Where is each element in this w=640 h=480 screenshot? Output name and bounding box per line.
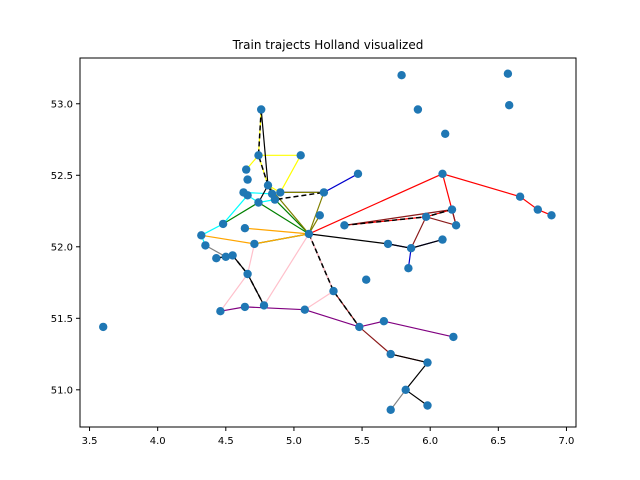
station-point-42 (413, 105, 423, 114)
station-point-33 (362, 275, 371, 284)
y-tick-label-4: 53.0 (51, 99, 73, 110)
station-point-23 (276, 188, 285, 197)
station-point-47 (441, 129, 450, 138)
station-point-50 (451, 221, 461, 230)
station-point-56 (547, 211, 556, 220)
station-point-24 (296, 151, 305, 160)
route-line-24 (216, 254, 265, 306)
y-axis: 51.0 51.5 52.0 52.5 53.0 (51, 99, 80, 396)
station-point-14 (240, 302, 250, 312)
station-point-44 (423, 401, 432, 410)
station-point-7 (218, 219, 228, 229)
station-point-2 (201, 241, 210, 250)
route-line-17 (308, 233, 443, 249)
x-tick-label-5: 6.0 (422, 436, 438, 447)
y-tick-label-3: 52.5 (51, 171, 73, 182)
station-point-48 (438, 235, 447, 244)
x-tick-label-1: 4.0 (150, 436, 166, 447)
x-axis: 3.5 4.0 4.5 5.0 5.5 6.0 6.5 7.0 (82, 427, 575, 447)
station-point-45 (423, 358, 432, 367)
station-point-46 (438, 169, 447, 178)
x-tick-label-4: 5.5 (354, 436, 370, 447)
route-line-10 (201, 227, 310, 245)
station-point-55 (533, 205, 542, 214)
y-tick-label-1: 51.5 (51, 314, 73, 325)
station-point-32 (355, 322, 364, 332)
station-point-53 (505, 101, 514, 110)
route-line-14 (308, 233, 428, 364)
routes-layer (200, 109, 552, 411)
y-tick-label-0: 51.0 (51, 385, 73, 396)
station-point-26 (300, 305, 309, 314)
x-tick-label-0: 3.5 (82, 436, 98, 447)
station-point-35 (383, 239, 393, 249)
plot-frame (79, 57, 577, 428)
station-point-4 (216, 307, 225, 316)
station-point-30 (340, 221, 349, 230)
points-layer (99, 69, 556, 414)
station-point-20 (263, 181, 273, 190)
route-line-23 (263, 232, 335, 311)
station-point-15 (250, 239, 259, 249)
station-point-51 (449, 332, 458, 342)
route-line-13 (344, 208, 457, 249)
route-line-1 (257, 109, 262, 156)
route-line-19 (304, 309, 454, 338)
station-point-36 (386, 349, 395, 359)
station-point-19 (254, 198, 263, 207)
dashed-route-line-3 (216, 254, 265, 306)
route-line-0 (245, 154, 302, 194)
station-point-0 (99, 322, 108, 332)
x-tick-label-7: 7.0 (559, 436, 575, 447)
station-point-16 (254, 151, 263, 160)
station-point-22 (270, 195, 280, 204)
station-point-27 (319, 188, 329, 197)
route-line-18 (390, 353, 429, 406)
route-line-7 (274, 199, 310, 235)
station-point-52 (503, 69, 513, 78)
x-tick-label-6: 6.5 (490, 436, 506, 447)
station-point-31 (353, 169, 363, 178)
station-point-41 (406, 244, 416, 253)
route-line-21 (216, 254, 249, 312)
station-point-39 (401, 385, 410, 394)
station-point-49 (447, 205, 457, 214)
dashed-route-line-1 (308, 233, 360, 328)
station-point-28 (315, 211, 324, 220)
x-tick-label-2: 4.5 (218, 436, 234, 447)
station-point-10 (243, 175, 252, 184)
station-point-6 (228, 251, 237, 260)
station-point-25 (304, 229, 314, 239)
station-point-54 (515, 192, 525, 201)
station-point-17 (257, 105, 266, 114)
route-line-2 (280, 173, 359, 193)
station-point-13 (243, 269, 252, 279)
station-point-12 (240, 224, 250, 233)
station-point-3 (212, 254, 221, 263)
station-point-9 (243, 191, 252, 200)
station-point-5 (221, 252, 230, 261)
station-point-29 (329, 286, 338, 296)
station-point-18 (259, 301, 269, 310)
x-tick-label-3: 5.0 (286, 436, 302, 447)
station-point-11 (242, 165, 251, 174)
station-point-1 (197, 231, 206, 240)
station-point-40 (404, 264, 413, 273)
station-point-37 (386, 405, 395, 414)
y-tick-label-2: 52.0 (51, 242, 73, 253)
station-point-43 (421, 212, 431, 221)
station-point-34 (379, 317, 389, 326)
chart-title: Train trajects Holland visualized (232, 38, 424, 52)
station-point-38 (397, 71, 406, 80)
